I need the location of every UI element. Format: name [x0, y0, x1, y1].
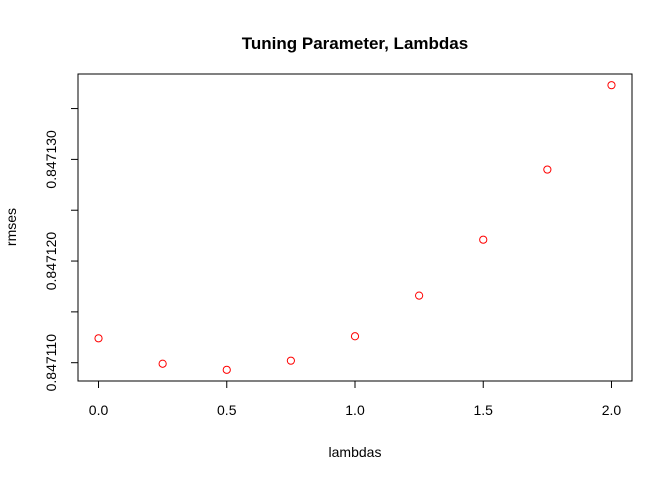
y-axis: 0.847110 0.847120 0.847130	[43, 108, 79, 392]
x-tick-label: 1.5	[474, 402, 494, 418]
data-point	[479, 235, 488, 244]
x-tick-label: 0.0	[89, 402, 109, 418]
chart-title: Tuning Parameter, Lambdas	[242, 34, 468, 53]
plot-frame	[77, 73, 633, 382]
x-axis-label: lambdas	[329, 444, 382, 460]
data-point	[415, 291, 424, 300]
data-point	[94, 334, 103, 343]
y-axis-label: rmses	[3, 208, 19, 246]
data-point	[350, 332, 360, 341]
y-tick-label: 0.847130	[43, 130, 59, 189]
y-tick-label: 0.847120	[43, 232, 59, 291]
data-point	[222, 365, 231, 374]
x-tick-label: 2.0	[602, 402, 622, 418]
data-point	[286, 356, 295, 365]
x-axis: 0.0 0.5 1.0 1.5 2.0	[89, 380, 622, 418]
x-tick-label: 0.5	[217, 402, 237, 418]
data-point	[158, 359, 167, 368]
data-point	[607, 81, 616, 90]
x-tick-label: 1.0	[345, 402, 365, 418]
data-points	[94, 81, 616, 374]
data-point	[543, 165, 552, 174]
y-tick-label: 0.847110	[43, 334, 59, 392]
